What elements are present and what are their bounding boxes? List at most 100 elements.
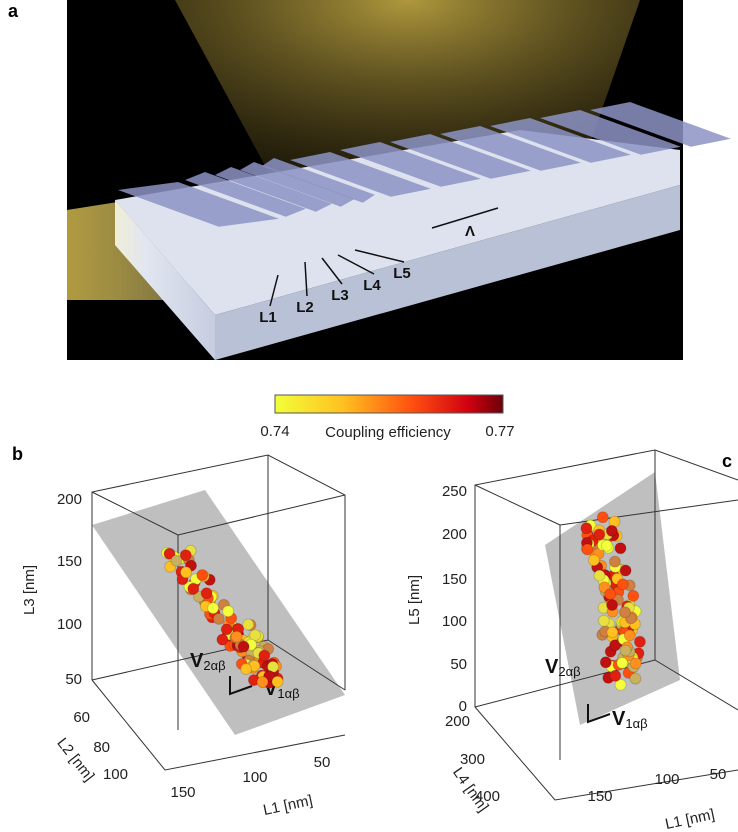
scatter-dot-b — [180, 566, 192, 579]
scatter-dot-b — [237, 640, 250, 653]
panel-label: b — [12, 444, 23, 464]
vector-main: V — [190, 650, 204, 672]
scatter-dot-c — [618, 606, 631, 619]
scatter-dot-c — [608, 555, 621, 568]
scatter-dot-c — [600, 539, 613, 552]
z-label: L5 [nm] — [406, 575, 423, 625]
scatter-dot-c — [593, 569, 606, 582]
grating-bar — [118, 182, 279, 227]
scatter-dot-c — [629, 657, 642, 670]
z-tick-label: 250 — [442, 483, 467, 500]
panel-label: c — [722, 451, 732, 471]
grating-bar — [390, 134, 531, 179]
grating-bar — [290, 152, 431, 197]
scatter-dot-c — [593, 528, 606, 541]
scatter-dot-c — [581, 543, 594, 556]
annotation: L3 — [331, 287, 349, 304]
z-tick-label: 200 — [57, 491, 82, 508]
z-tick-label: 100 — [442, 613, 467, 630]
z-tick-label: 100 — [57, 616, 82, 633]
period-arrow — [431, 207, 499, 229]
y-tick-label: 300 — [460, 751, 485, 768]
scatter-dot-b — [230, 630, 243, 643]
z-tick-label: 50 — [65, 671, 82, 688]
colorbar-min: 0.74 — [260, 423, 289, 440]
scatter-dot-b — [179, 549, 192, 562]
z-tick-label: 150 — [442, 571, 467, 588]
y-tick-label: 60 — [73, 709, 90, 726]
scatter-dot-c — [623, 629, 636, 642]
z-label: L3 [nm] — [21, 565, 38, 615]
colorbar — [274, 394, 504, 414]
scatter-dot-b — [220, 623, 233, 636]
vector-sub: 1αβ — [625, 716, 647, 731]
y-tick-label: 400 — [475, 788, 500, 805]
vector-main: V — [612, 708, 626, 730]
scatter-dot-c — [609, 639, 622, 652]
scatter-dot-b — [200, 587, 213, 600]
scatter-dot-b — [222, 605, 235, 618]
annotation-arrow — [321, 257, 343, 285]
grating-bar — [440, 126, 581, 171]
colorbar-max: 0.77 — [485, 423, 514, 440]
annotation-arrow — [337, 254, 375, 275]
grating-bar — [240, 162, 355, 207]
scatter-dot-b — [249, 629, 262, 642]
scatter-dot-b — [196, 569, 209, 582]
vector-label: V2αβ — [190, 650, 226, 673]
vector-sub: 1αβ — [277, 686, 299, 701]
scatter-dot-b — [242, 618, 255, 631]
grating — [118, 102, 731, 307]
scatter-dot-b — [212, 612, 225, 625]
grating-bar — [590, 102, 731, 147]
grating-bar — [340, 142, 481, 187]
scatter-dot-c — [605, 524, 618, 537]
x-tick-label: 150 — [170, 784, 195, 801]
scatter-dot-b — [163, 547, 176, 560]
scatter-dot-b — [258, 649, 271, 662]
annotation: Λ — [465, 223, 475, 240]
y-tick-label: 80 — [93, 739, 110, 756]
scatter-dot-c — [604, 588, 617, 601]
vector-arrow — [229, 676, 253, 696]
scatter-dot-c — [596, 511, 609, 524]
vector-sub: 2αβ — [558, 664, 580, 679]
x-tick-label: 150 — [587, 788, 612, 805]
grating-bar — [215, 167, 332, 212]
x-tick-label: 50 — [314, 754, 331, 771]
grating-bar — [540, 110, 681, 155]
grating-bar — [490, 118, 631, 163]
scatter-dot-c — [629, 672, 642, 685]
scatter-dot-c — [619, 644, 632, 657]
annotation: L2 — [296, 299, 314, 316]
grating-bar — [185, 172, 306, 217]
scatter-dot-c — [580, 522, 593, 535]
y-tick-label: 100 — [103, 766, 128, 783]
scatter-dot-b — [207, 602, 220, 615]
vector-label: V2αβ — [545, 656, 581, 679]
z-tick-label: 200 — [442, 526, 467, 543]
y-tick-label: 200 — [445, 713, 470, 730]
scatter-dot-c — [606, 599, 619, 611]
x-label: L1 [nm] — [664, 806, 716, 832]
annotation-arrow — [354, 249, 405, 263]
x-tick-label: 100 — [242, 769, 267, 786]
x-tick-label: 50 — [710, 766, 727, 783]
scatter-dot-c — [606, 626, 619, 639]
scatter-dot-c — [616, 657, 629, 669]
vector-sub: 2αβ — [203, 658, 225, 673]
z-tick-label: 150 — [57, 553, 82, 570]
scatter-dot-c — [616, 578, 629, 591]
z-tick-label: 0 — [459, 698, 467, 715]
panel-label: a — [8, 1, 19, 21]
vector-arrow — [587, 704, 611, 724]
scatter-dot-c — [614, 678, 627, 691]
vector-label: V1αβ — [612, 708, 648, 731]
x-tick-label: 100 — [654, 771, 679, 788]
z-tick-label: 50 — [450, 656, 467, 673]
annotation: L5 — [393, 265, 411, 282]
x-label: L1 [nm] — [262, 792, 314, 819]
scatter-dot-c — [627, 589, 640, 602]
annotation: L4 — [363, 277, 381, 294]
